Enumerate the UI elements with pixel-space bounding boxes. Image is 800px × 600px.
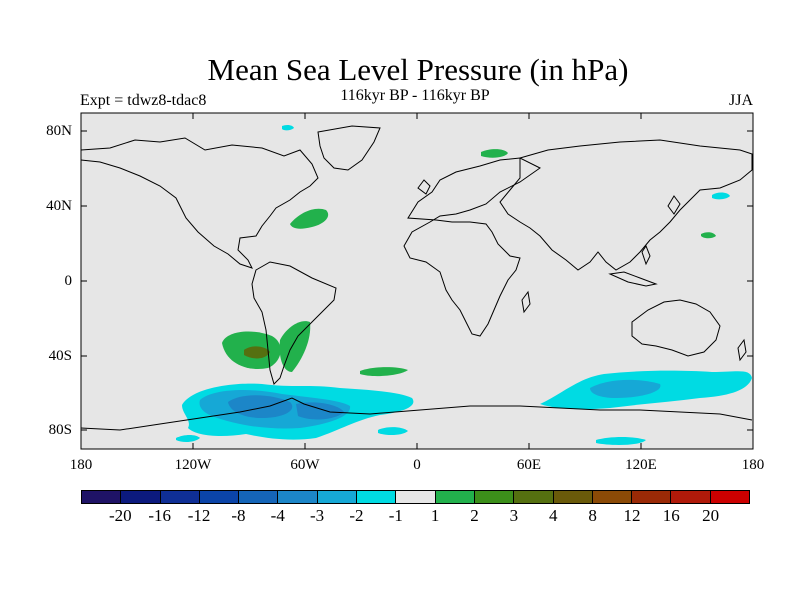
coast-asia <box>499 139 753 271</box>
colorbar-box <box>474 491 515 503</box>
axis-ticks <box>81 113 753 449</box>
season-label: JJA <box>728 92 753 109</box>
coast-australia <box>631 299 721 357</box>
lat-label-80s: 80S <box>48 422 72 438</box>
colorbar-tick-label: -8 <box>231 506 246 525</box>
colorbar-tick-label: -16 <box>148 506 172 525</box>
colorbar-box <box>592 491 633 503</box>
south-indian-negative-core <box>590 379 661 398</box>
coast-greenland <box>317 125 381 171</box>
colorbar-tick-label: -3 <box>310 506 325 525</box>
amundsen-core-2 <box>296 402 344 420</box>
colorbar-tick-label: -2 <box>349 506 364 525</box>
amundsen-negative-core <box>228 395 293 418</box>
coast-british-isles <box>417 179 431 195</box>
experiment-label: Expt = tdwz8-tdac8 <box>80 92 207 109</box>
colorbar-box <box>671 491 711 503</box>
colorbar-box <box>82 491 122 503</box>
colorbar-box <box>514 491 554 503</box>
north-atlantic-positive <box>290 208 329 229</box>
colorbar-box <box>160 491 200 503</box>
lon-label-60w: 60W <box>290 457 320 473</box>
coast-madagascar <box>521 290 531 314</box>
coast-antarctica <box>80 397 753 431</box>
colorbar-tick-label: 3 <box>509 506 519 525</box>
pacific-small-negative <box>712 192 730 200</box>
colorbar-box <box>710 491 750 503</box>
lat-label-40n: 40N <box>46 198 72 214</box>
lon-label-120e: 120E <box>625 457 657 473</box>
lon-label-120w: 120W <box>174 457 212 473</box>
colorbar-box <box>121 491 161 503</box>
arctic-small-negative <box>282 124 294 131</box>
coast-philippines <box>641 244 651 266</box>
south-pacific-positive-core <box>244 346 270 359</box>
south-atlantic-positive <box>279 321 311 372</box>
weddell-small-negative <box>378 427 408 436</box>
south-atlantic-small-positive <box>360 367 408 377</box>
colorbar-box <box>396 491 436 503</box>
coastlines <box>80 125 753 431</box>
colorbar-box <box>357 491 397 503</box>
colorbar-tick-label: -12 <box>187 506 211 525</box>
colorbar-tick-label: -20 <box>109 506 132 525</box>
colorbar-box <box>632 491 672 503</box>
coast-new-zealand <box>737 338 747 362</box>
coast-north-america <box>80 137 319 269</box>
lon-label-60e: 60E <box>516 457 542 473</box>
colorbar-tick-label: 8 <box>588 506 597 525</box>
colorbar-box <box>278 491 318 503</box>
colorbar-tick-label: 4 <box>548 506 558 525</box>
ross-small-negative <box>596 437 646 445</box>
lon-label-180e: 180 <box>741 457 765 473</box>
coast-japan <box>667 195 681 215</box>
lon-label-180w: 180 <box>69 457 93 473</box>
colorbar-tick-label: 2 <box>470 506 479 525</box>
colorbar <box>81 490 750 504</box>
colorbar-tick-label: -4 <box>270 506 285 525</box>
lat-label-40s: 40S <box>48 348 72 364</box>
colorbar-box <box>435 491 475 503</box>
amundsen-small-patch <box>176 435 200 443</box>
colorbar-tick-label: 12 <box>623 506 641 525</box>
colorbar-box <box>317 491 358 503</box>
colorbar-tick-label: 20 <box>702 506 720 525</box>
colorbar-box <box>553 491 593 503</box>
colorbar-tick-label: 1 <box>430 506 440 525</box>
pacific-small-positive <box>701 232 716 239</box>
colorbar-tick-label: -1 <box>388 506 403 525</box>
coast-south-america <box>251 261 337 385</box>
period-label: 116kyr BP - 116kyr BP <box>340 87 490 104</box>
lon-label-0: 0 <box>413 457 421 473</box>
lat-label-80n: 80N <box>46 123 72 139</box>
colorbar-box <box>199 491 240 503</box>
scandinavia-positive <box>481 149 508 158</box>
anomaly-layer <box>176 124 752 445</box>
colorbar-box <box>239 491 279 503</box>
plot-title: Mean Sea Level Pressure (in hPa) <box>207 52 629 87</box>
coast-europe-africa <box>403 157 541 337</box>
coast-indonesia <box>608 271 658 287</box>
lat-label-0: 0 <box>64 273 73 289</box>
colorbar-tick-label: 16 <box>662 506 680 525</box>
